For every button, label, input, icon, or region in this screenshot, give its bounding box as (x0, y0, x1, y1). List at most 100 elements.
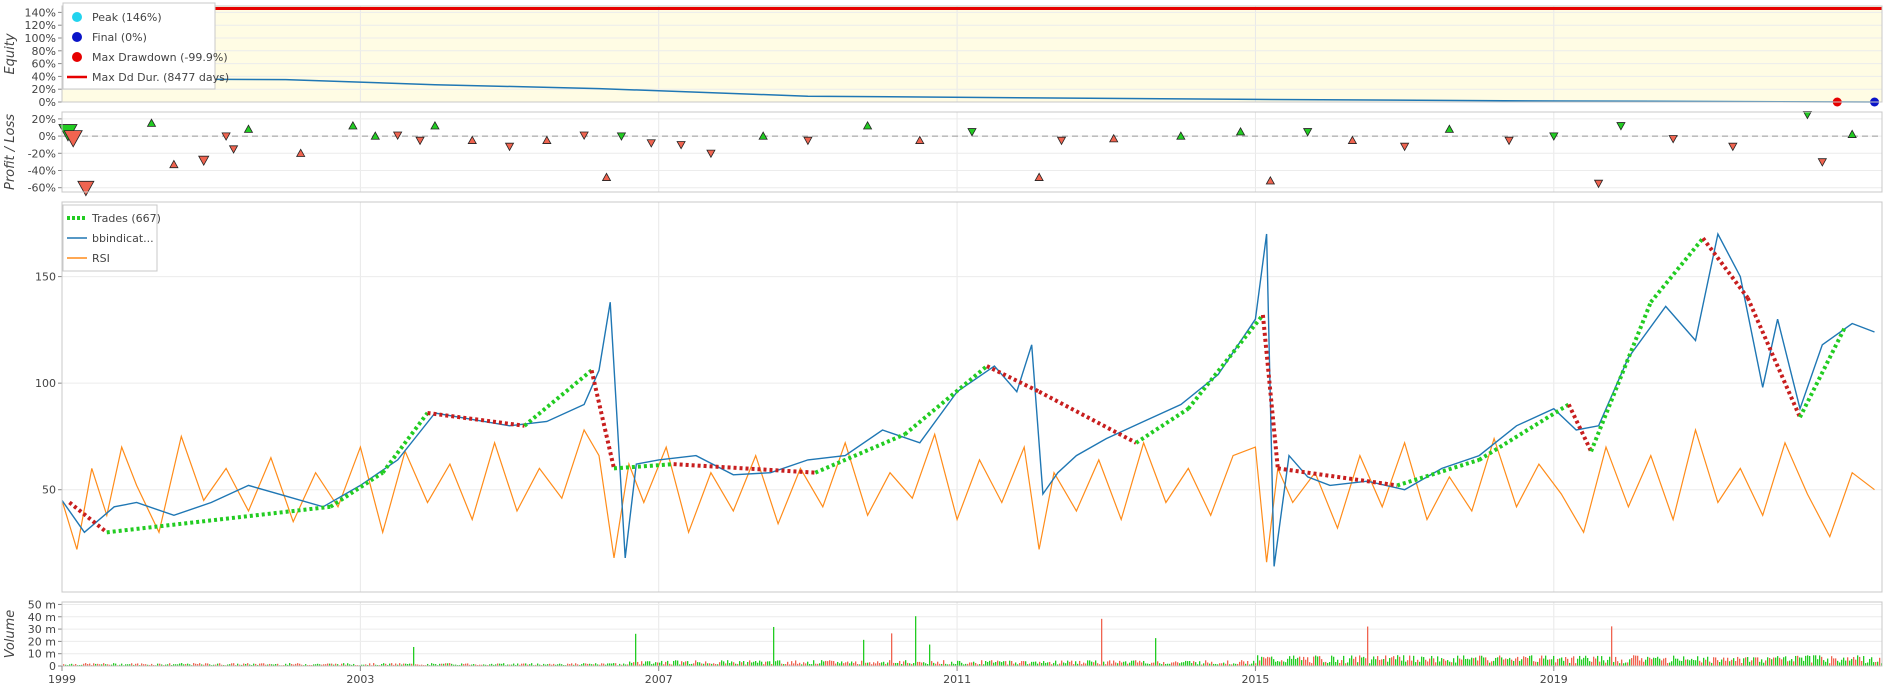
trade-win-marker (758, 131, 768, 140)
volume-bar (1287, 658, 1289, 666)
volume-bar (187, 663, 189, 666)
volume-bar (941, 663, 943, 666)
volume-bar (135, 663, 137, 666)
volume-bar (1181, 662, 1183, 666)
volume-bar (1059, 663, 1061, 666)
volume-bar (331, 663, 333, 666)
volume-bar (981, 660, 983, 666)
volume-bar (581, 664, 583, 666)
volume-bar (473, 664, 475, 666)
volume-bar (1123, 661, 1125, 666)
volume-bar (1387, 661, 1389, 666)
volume-bar (735, 663, 737, 666)
x-tick-label: 2003 (346, 673, 374, 686)
volume-bar (1025, 661, 1027, 666)
volume-bar (259, 663, 261, 666)
volume-bar (867, 662, 869, 666)
trade-segment (1135, 407, 1190, 445)
volume-bar (1483, 657, 1485, 666)
volume-bar (987, 661, 989, 666)
volume-bar (957, 660, 959, 666)
volume-bar (351, 664, 353, 666)
volume-bar (1643, 661, 1645, 666)
volume-bar (927, 664, 929, 666)
volume-bar (769, 661, 771, 666)
y-axis-label: Profit / Loss (3, 114, 18, 190)
volume-bar (919, 661, 921, 666)
volume-bar (1211, 661, 1213, 666)
volume-bar (1041, 663, 1043, 666)
volume-bar (787, 661, 789, 666)
volume-bar (349, 664, 351, 666)
volume-bar (785, 664, 787, 666)
trade-win-marker (862, 120, 873, 130)
volume-bar (1089, 660, 1091, 666)
volume-bar (1731, 659, 1733, 666)
volume-bar (703, 663, 705, 666)
volume-bar (441, 663, 443, 666)
volume-bar (893, 662, 895, 666)
volume-bar (1429, 658, 1431, 666)
legend-label: bbindicat... (92, 232, 154, 245)
volume-bar (543, 663, 545, 666)
volume-bar (747, 661, 749, 666)
trade-loss-marker (169, 159, 179, 169)
volume-bar (1607, 659, 1609, 666)
volume-bar (475, 664, 477, 666)
volume-bar (701, 663, 703, 666)
volume-bar (1741, 663, 1743, 666)
volume-bar (167, 664, 169, 666)
volume-bar (1583, 657, 1585, 666)
y-tick-label: 150 (35, 271, 56, 284)
volume-bar (673, 660, 675, 666)
volume-bar (1311, 663, 1313, 666)
volume-bar (73, 664, 75, 666)
volume-bar (1777, 656, 1779, 666)
volume-bar (995, 661, 997, 666)
volume-bar (431, 663, 433, 666)
volume-bar (897, 662, 899, 666)
trade-segment (1798, 326, 1847, 419)
volume-bar (685, 661, 687, 666)
volume-bar (1127, 663, 1129, 666)
y-tick-label: 30 m (28, 623, 56, 636)
volume-bar (1645, 659, 1647, 666)
volume-bar (1551, 659, 1553, 666)
volume-bar (629, 661, 631, 666)
volume-bar (1849, 660, 1851, 666)
equity-background (62, 6, 1882, 102)
volume-bar (1377, 656, 1379, 666)
volume-bar (353, 663, 355, 666)
volume-bar (1541, 655, 1543, 666)
volume-bar (819, 663, 821, 666)
volume-bar (1297, 657, 1299, 666)
volume-bar (1245, 663, 1247, 666)
volume-bar (1611, 626, 1613, 666)
volume-bar (929, 644, 931, 666)
volume-bar (1753, 657, 1755, 666)
volume-bar (1113, 660, 1115, 666)
volume-bar (1511, 659, 1513, 666)
volume-bar (1415, 662, 1417, 666)
volume-bar (1667, 663, 1669, 666)
volume-bar (1587, 657, 1589, 666)
volume-bar (1359, 655, 1361, 666)
volume-bar (205, 663, 207, 666)
volume-bar (439, 663, 441, 666)
volume-bar (1669, 662, 1671, 666)
volume-bar (301, 664, 303, 666)
volume-bar (767, 661, 769, 666)
volume-bar (1761, 659, 1763, 666)
volume-bar (1399, 656, 1401, 666)
volume-bar (277, 663, 279, 666)
volume-bar (1023, 661, 1025, 666)
volume-bar (1725, 660, 1727, 666)
volume-bar (657, 662, 659, 666)
volume-bar (797, 663, 799, 666)
volume-bar (1371, 659, 1373, 666)
trade-segment (106, 504, 331, 535)
volume-bar (1473, 658, 1475, 666)
trade-win-marker (1616, 122, 1626, 131)
volume-bar (217, 663, 219, 666)
equity-legend-box (62, 2, 216, 90)
